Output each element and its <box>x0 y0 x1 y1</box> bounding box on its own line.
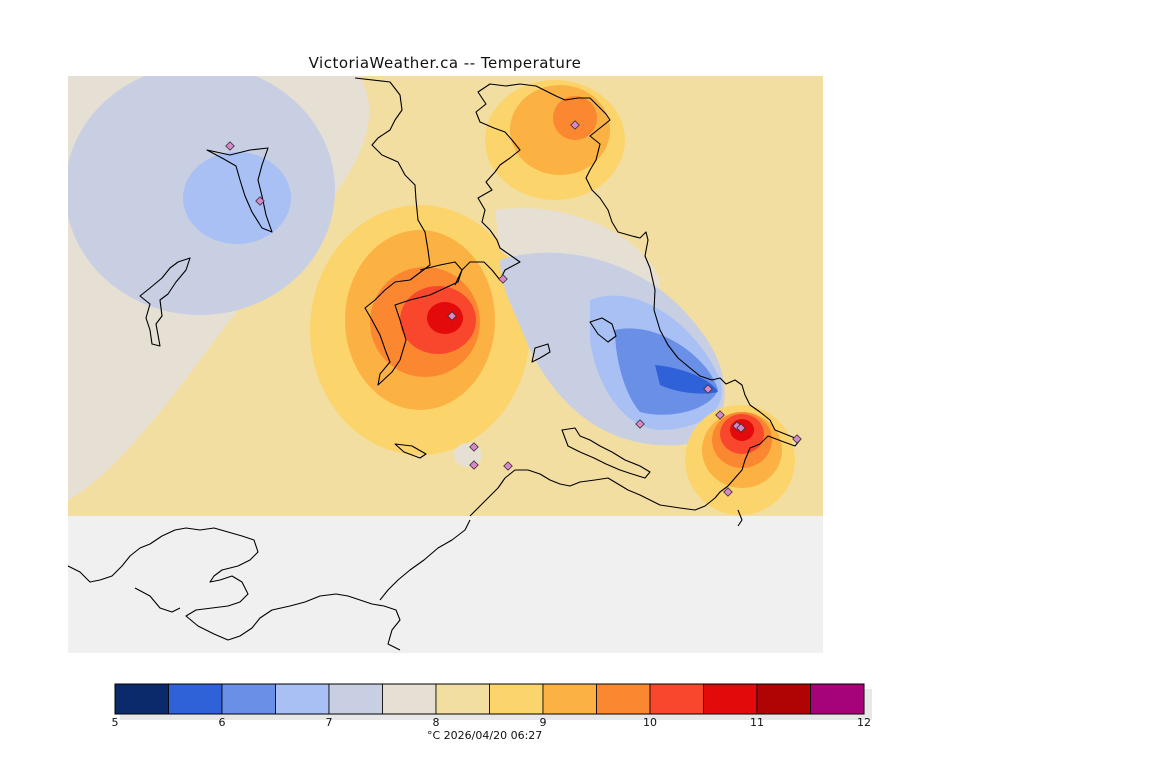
colorbar-tick-label: 7 <box>325 716 333 729</box>
colorbar-cell <box>275 683 330 715</box>
coastlines <box>67 77 801 651</box>
colorbar-cell <box>328 683 383 715</box>
colorbar-cell <box>382 683 437 715</box>
colorbar-cells <box>114 683 865 715</box>
station-marker[interactable] <box>498 274 508 284</box>
colorbar-caption: °C 2026/04/20 06:27 <box>427 729 543 742</box>
colorbar-tick-label: 6 <box>218 716 226 729</box>
colorbar-cell <box>435 683 490 715</box>
station-marker[interactable] <box>570 120 580 130</box>
colorbar-cell <box>489 683 544 715</box>
colorbar-cell <box>542 683 597 715</box>
colorbar-tick-label: 9 <box>539 716 547 729</box>
station-marker[interactable] <box>225 141 235 151</box>
station-marker[interactable] <box>469 442 479 452</box>
station-marker[interactable] <box>715 410 725 420</box>
temperature-field <box>68 76 823 516</box>
colorbar-tick-label: 12 <box>857 716 871 729</box>
colorbar-cell <box>703 683 758 715</box>
colorbar-tick-label: 11 <box>750 716 764 729</box>
station-marker[interactable] <box>703 384 713 394</box>
colorbar-cell <box>756 683 811 715</box>
station-marker[interactable] <box>792 434 802 444</box>
station-marker[interactable] <box>447 311 457 321</box>
station-marker[interactable] <box>723 487 733 497</box>
weather-stations <box>225 120 802 497</box>
colorbar-tick-label: 5 <box>111 716 119 729</box>
colorbar-cell <box>168 683 223 715</box>
station-marker[interactable] <box>635 419 645 429</box>
colorbar-cell <box>596 683 651 715</box>
map-title: VictoriaWeather.ca -- Temperature <box>308 54 582 72</box>
colorbar-cell <box>810 683 865 715</box>
station-marker[interactable] <box>255 196 265 206</box>
colorbar-tick-label: 10 <box>643 716 657 729</box>
station-marker[interactable] <box>469 460 479 470</box>
colorbar-cell <box>114 683 169 715</box>
colorbar-tick-label: 8 <box>432 716 440 729</box>
colorbar-cell <box>649 683 704 715</box>
station-marker[interactable] <box>736 423 746 433</box>
station-marker[interactable] <box>503 461 513 471</box>
colorbar-cell <box>221 683 276 715</box>
